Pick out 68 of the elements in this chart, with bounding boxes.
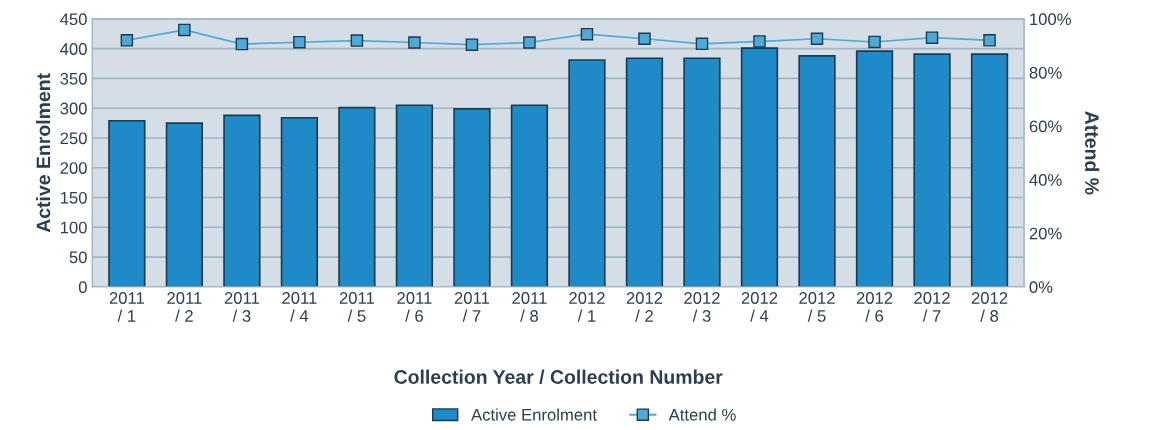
bar bbox=[108, 119, 146, 287]
y-tick-label: 300 bbox=[60, 102, 87, 115]
bar bbox=[683, 57, 721, 287]
point bbox=[523, 36, 536, 49]
point bbox=[638, 32, 651, 45]
y2-tick-label: 0% bbox=[1029, 281, 1053, 294]
x-tick-label: 2012 / 6 bbox=[856, 292, 893, 322]
x-tick-label: 2011 / 6 bbox=[397, 292, 432, 322]
x-tick-label: 2012 / 7 bbox=[914, 292, 950, 322]
bar bbox=[913, 53, 951, 287]
bar bbox=[970, 53, 1009, 287]
x-tick-label: 2012 / 4 bbox=[741, 292, 778, 322]
point bbox=[408, 36, 421, 49]
bar bbox=[798, 54, 836, 287]
x-tick-label: 2011 / 3 bbox=[224, 292, 259, 322]
point bbox=[925, 31, 939, 44]
point bbox=[695, 37, 709, 51]
x-tick-label: 2012 / 3 bbox=[684, 292, 720, 322]
legend-label: Active Enrolment bbox=[471, 408, 597, 421]
y2-tick-label: 100% bbox=[1030, 13, 1071, 26]
bar bbox=[568, 59, 606, 287]
y-tick-label: 350 bbox=[60, 72, 87, 85]
point bbox=[120, 34, 134, 47]
y2-tick-label: 40% bbox=[1029, 174, 1062, 186]
bar bbox=[338, 106, 376, 287]
point bbox=[293, 35, 306, 49]
point bbox=[580, 27, 594, 41]
y-tick-label: 200 bbox=[60, 162, 87, 174]
point bbox=[350, 34, 364, 47]
bar bbox=[395, 104, 434, 287]
bar bbox=[453, 107, 491, 287]
x-tick-label: 2012 / 5 bbox=[799, 292, 835, 322]
legend-label: Attend % bbox=[668, 408, 736, 421]
y2-tick-label: 80% bbox=[1029, 66, 1062, 79]
bar bbox=[855, 50, 894, 287]
point bbox=[465, 38, 479, 51]
bar bbox=[510, 104, 549, 287]
point bbox=[983, 34, 996, 47]
x-tick-label: 2011 / 7 bbox=[454, 292, 490, 322]
bar bbox=[223, 114, 261, 287]
x-tick-label: 2011 / 1 bbox=[109, 292, 144, 322]
x-tick-label: 2011 / 4 bbox=[282, 292, 317, 322]
x-tick-label: 2011 / 5 bbox=[339, 292, 375, 322]
bar bbox=[280, 116, 319, 287]
point bbox=[753, 35, 766, 48]
x-tick-label: 2012 / 2 bbox=[626, 292, 663, 322]
point bbox=[178, 23, 191, 37]
y-tick-label: 0 bbox=[78, 281, 87, 294]
point bbox=[810, 32, 824, 45]
bar bbox=[625, 57, 664, 287]
x-tick-label: 2012 / 1 bbox=[569, 292, 605, 322]
point bbox=[868, 35, 881, 49]
y-tick-label: 450 bbox=[60, 13, 87, 26]
x-tick-label: 2011 / 8 bbox=[512, 292, 547, 322]
y-axis-title: Active Enrolment bbox=[36, 73, 51, 233]
y2-axis-title: Attend % bbox=[1085, 111, 1100, 195]
x-tick-label: 2011 / 2 bbox=[167, 292, 202, 322]
x-tick-label: 2012 / 8 bbox=[971, 292, 1008, 322]
y-tick-label: 400 bbox=[60, 43, 87, 55]
y-tick-label: 250 bbox=[60, 132, 87, 145]
point bbox=[235, 37, 249, 51]
x-axis-title: Collection Year / Collection Number bbox=[394, 369, 723, 385]
y2-tick-label: 20% bbox=[1029, 227, 1062, 240]
bar bbox=[165, 122, 204, 287]
y-tick-label: 100 bbox=[60, 221, 87, 234]
y-tick-label: 50 bbox=[69, 251, 87, 264]
y2-tick-label: 60% bbox=[1029, 120, 1062, 133]
y-tick-label: 150 bbox=[60, 191, 87, 204]
